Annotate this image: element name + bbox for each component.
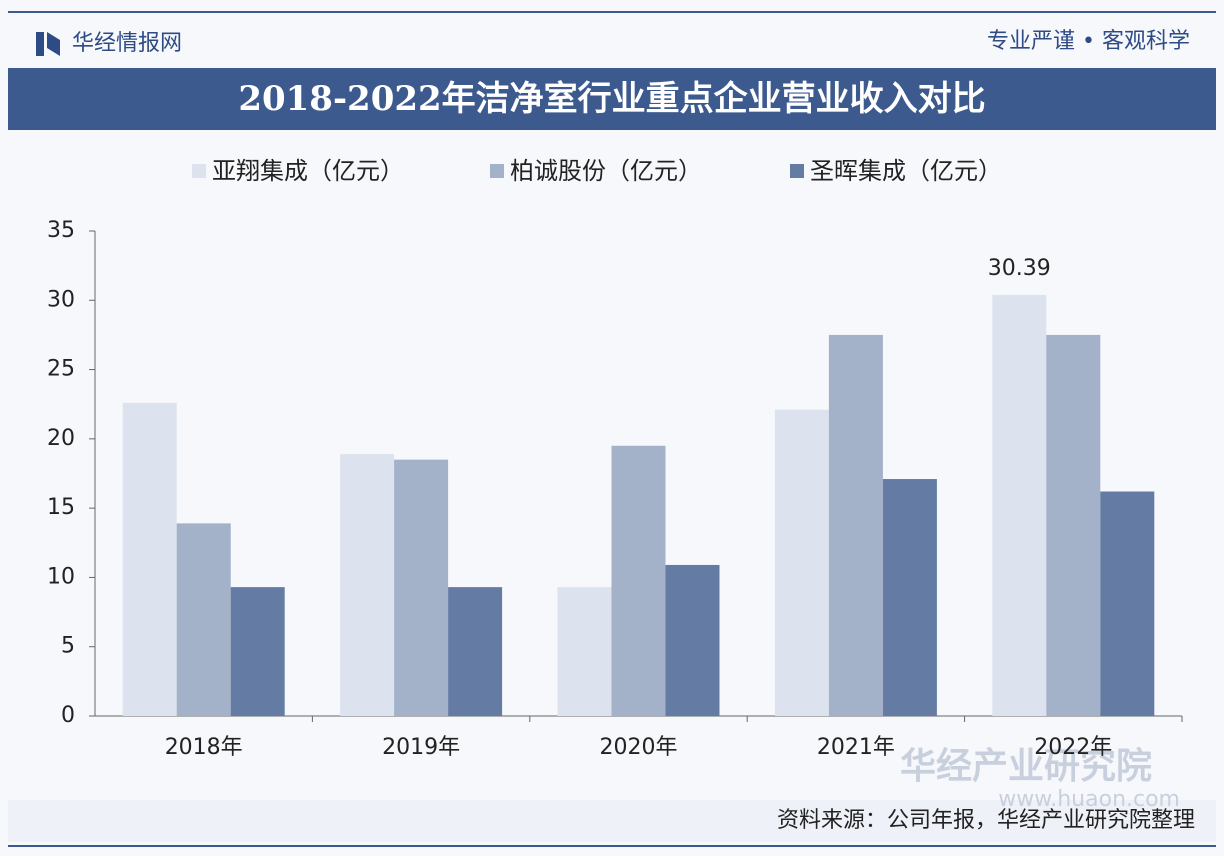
- bar: [340, 454, 395, 716]
- y-tick-label: 15: [47, 495, 75, 520]
- legend-swatch: [790, 164, 804, 178]
- bar: [557, 587, 612, 716]
- y-tick-label: 10: [47, 564, 75, 589]
- bar: [1100, 491, 1155, 716]
- bar: [611, 445, 666, 716]
- bar: [394, 459, 449, 716]
- brand: 华经情报网: [72, 31, 182, 56]
- y-tick-label: 20: [47, 426, 75, 451]
- y-tick-label: 5: [61, 634, 75, 659]
- bar: [665, 564, 720, 716]
- watermark: 华经产业研究院: [900, 746, 1152, 787]
- x-tick-label: 2020年: [600, 735, 678, 760]
- legend-swatch: [490, 164, 504, 178]
- data-label: 30.39: [988, 256, 1051, 281]
- legend-label: 圣晖集成（亿元）: [810, 157, 1002, 185]
- watermark-url: www.huaon.com: [998, 787, 1180, 812]
- legend-label: 柏诚股份（亿元）: [510, 157, 702, 185]
- bar: [828, 334, 883, 716]
- x-tick-label: 2021年: [817, 735, 895, 760]
- bar: [882, 479, 937, 716]
- logo-mark: [47, 32, 60, 56]
- y-tick-label: 25: [47, 357, 75, 382]
- x-tick-label: 2019年: [382, 735, 460, 760]
- y-tick-label: 0: [61, 703, 75, 728]
- logo-mark: [36, 32, 44, 56]
- bar: [176, 523, 231, 716]
- source: 资料来源：公司年报，华经产业研究院整理: [777, 808, 1195, 833]
- y-tick-label: 35: [47, 218, 75, 243]
- y-tick-label: 30: [47, 287, 75, 312]
- bar: [1046, 334, 1101, 716]
- bar: [774, 409, 829, 716]
- x-tick-label: 2018年: [165, 735, 243, 760]
- footer-band: [8, 800, 1216, 842]
- x-tick-label: 2022年: [1034, 735, 1112, 760]
- slogan: 专业严谨 • 客观科学: [987, 29, 1190, 54]
- bar: [230, 587, 285, 716]
- title-band: [8, 68, 1216, 130]
- bar: [992, 294, 1047, 716]
- bar: [448, 587, 503, 716]
- chart-title: 2018-2022年洁净室行业重点企业营业收入对比: [238, 79, 985, 119]
- bar: [122, 402, 177, 716]
- legend-swatch: [192, 164, 206, 178]
- legend-label: 亚翔集成（亿元）: [212, 157, 404, 185]
